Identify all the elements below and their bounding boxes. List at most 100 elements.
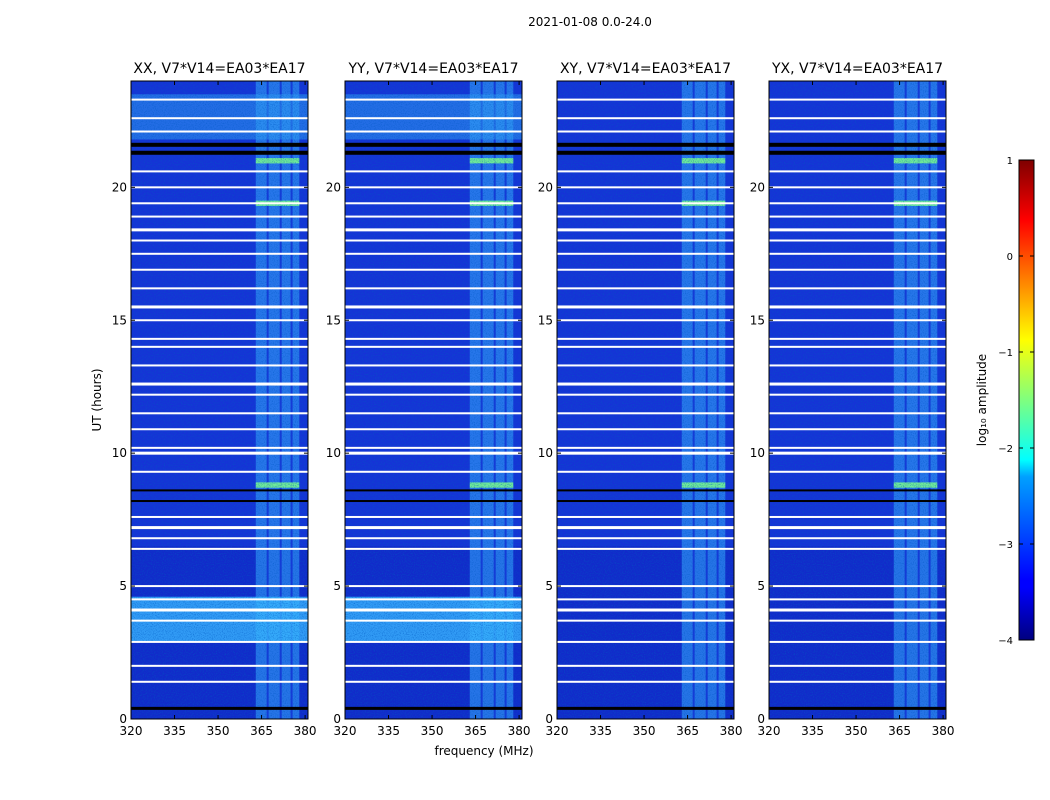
x-tick-label: 335 (377, 724, 400, 738)
y-tick-label: 20 (326, 180, 341, 194)
flagged-row (345, 239, 522, 242)
flagged-row (345, 526, 522, 530)
panel-title: XY, V7*V14=EA03*EA17 (560, 61, 731, 77)
flagged-row (345, 706, 522, 710)
x-tick-label: 335 (589, 724, 612, 738)
flagged-row (769, 305, 946, 309)
flagged-row (769, 547, 946, 550)
flagged-row (345, 537, 522, 540)
panel-title: YY, V7*V14=EA03*EA17 (347, 61, 518, 77)
y-tick-label: 15 (538, 313, 553, 327)
flagged-row (769, 215, 946, 218)
panel-group: XX, V7*V14=EA03*EA17 320 335 350 365 380 0 5 10 1… (112, 61, 955, 738)
x-tick-label: 320 (546, 724, 569, 738)
flagged-row (345, 268, 522, 271)
flagged-row (131, 664, 308, 667)
flagged-row (557, 170, 734, 173)
y-tick-label: 15 (326, 313, 341, 327)
flagged-row (131, 412, 308, 415)
flagged-row (345, 202, 522, 205)
flagged-row (557, 640, 734, 643)
flagged-row (769, 252, 946, 255)
flagged-row (131, 98, 308, 101)
flagged-row (131, 337, 308, 340)
flagged-row (769, 451, 946, 455)
flagged-row (131, 500, 308, 503)
flagged-row (769, 150, 946, 155)
flagged-row (345, 364, 522, 367)
flagged-row (131, 526, 308, 530)
flagged-row (131, 364, 308, 367)
flagged-row (557, 526, 734, 530)
flagged-row (557, 186, 734, 189)
flagged-row (131, 215, 308, 218)
flagged-row (131, 117, 308, 120)
flagged-row (769, 382, 946, 386)
flagged-row (769, 526, 946, 530)
flagged-row (769, 706, 946, 710)
panel-2: YY, V7*V14=EA03*EA17 320 335 350 365 380 0 5 10 1… (326, 61, 531, 738)
colorbar-tick-label: 0 (1007, 252, 1013, 263)
flagged-row (769, 239, 946, 242)
flagged-row (769, 500, 946, 503)
flagged-row (557, 142, 734, 147)
flagged-row (557, 446, 734, 449)
x-tick-label: 350 (633, 724, 656, 738)
flagged-row (557, 345, 734, 348)
y-tick-label: 5 (119, 579, 127, 593)
colorbar-tick-label: −3 (998, 540, 1013, 551)
flagged-row (345, 470, 522, 473)
y-tick-label: 10 (112, 446, 127, 460)
y-tick-label: 0 (333, 712, 341, 726)
flagged-row (557, 489, 734, 492)
flagged-row (557, 470, 734, 473)
noise-texture (345, 81, 522, 719)
y-tick-label: 5 (333, 579, 341, 593)
flagged-row (557, 239, 734, 242)
flagged-row (345, 640, 522, 643)
x-tick-label: 365 (250, 724, 273, 738)
flagged-row (345, 547, 522, 550)
panel-frame (344, 80, 523, 720)
flagged-row (345, 345, 522, 348)
colorbar-label: log₁₀ amplitude (975, 354, 989, 446)
flagged-row (769, 337, 946, 340)
x-tick-label: 365 (888, 724, 911, 738)
flagged-row (131, 598, 308, 601)
panel-3: XY, V7*V14=EA03*EA17 320 335 350 365 380 0 5 10 1… (538, 61, 743, 738)
panel-1: XX, V7*V14=EA03*EA17 320 335 350 365 380 0 5 10 1… (112, 61, 317, 738)
panel-frame (768, 80, 947, 720)
panel-title: XX, V7*V14=EA03*EA17 (133, 61, 305, 77)
flagged-row (131, 150, 308, 155)
flagged-row (345, 598, 522, 601)
noise-texture (769, 81, 946, 719)
flagged-row (769, 345, 946, 348)
flagged-row (557, 412, 734, 415)
flagged-row (769, 585, 946, 588)
flagged-row (557, 364, 734, 367)
flagged-row (769, 186, 946, 189)
y-tick-label: 5 (545, 579, 553, 593)
colorbar: 1 0 −1 −2 −3 −4 (998, 156, 1035, 647)
flagged-row (345, 98, 522, 101)
flagged-row (557, 287, 734, 290)
flagged-row (131, 537, 308, 540)
flagged-row (557, 319, 734, 322)
flagged-row (345, 117, 522, 120)
panel-frame (130, 80, 309, 720)
x-tick-label: 365 (464, 724, 487, 738)
x-tick-label: 380 (294, 724, 317, 738)
flagged-row (557, 268, 734, 271)
flagged-row (769, 446, 946, 449)
flagged-row (131, 268, 308, 271)
flagged-row (131, 585, 308, 588)
flagged-row (769, 608, 946, 612)
x-tick-label: 350 (845, 724, 868, 738)
flagged-row (557, 619, 734, 622)
flagged-row (769, 142, 946, 147)
flagged-row (131, 130, 308, 133)
flagged-row (557, 706, 734, 710)
y-tick-label: 10 (326, 446, 341, 460)
flagged-row (131, 142, 308, 147)
flagged-row (769, 117, 946, 120)
